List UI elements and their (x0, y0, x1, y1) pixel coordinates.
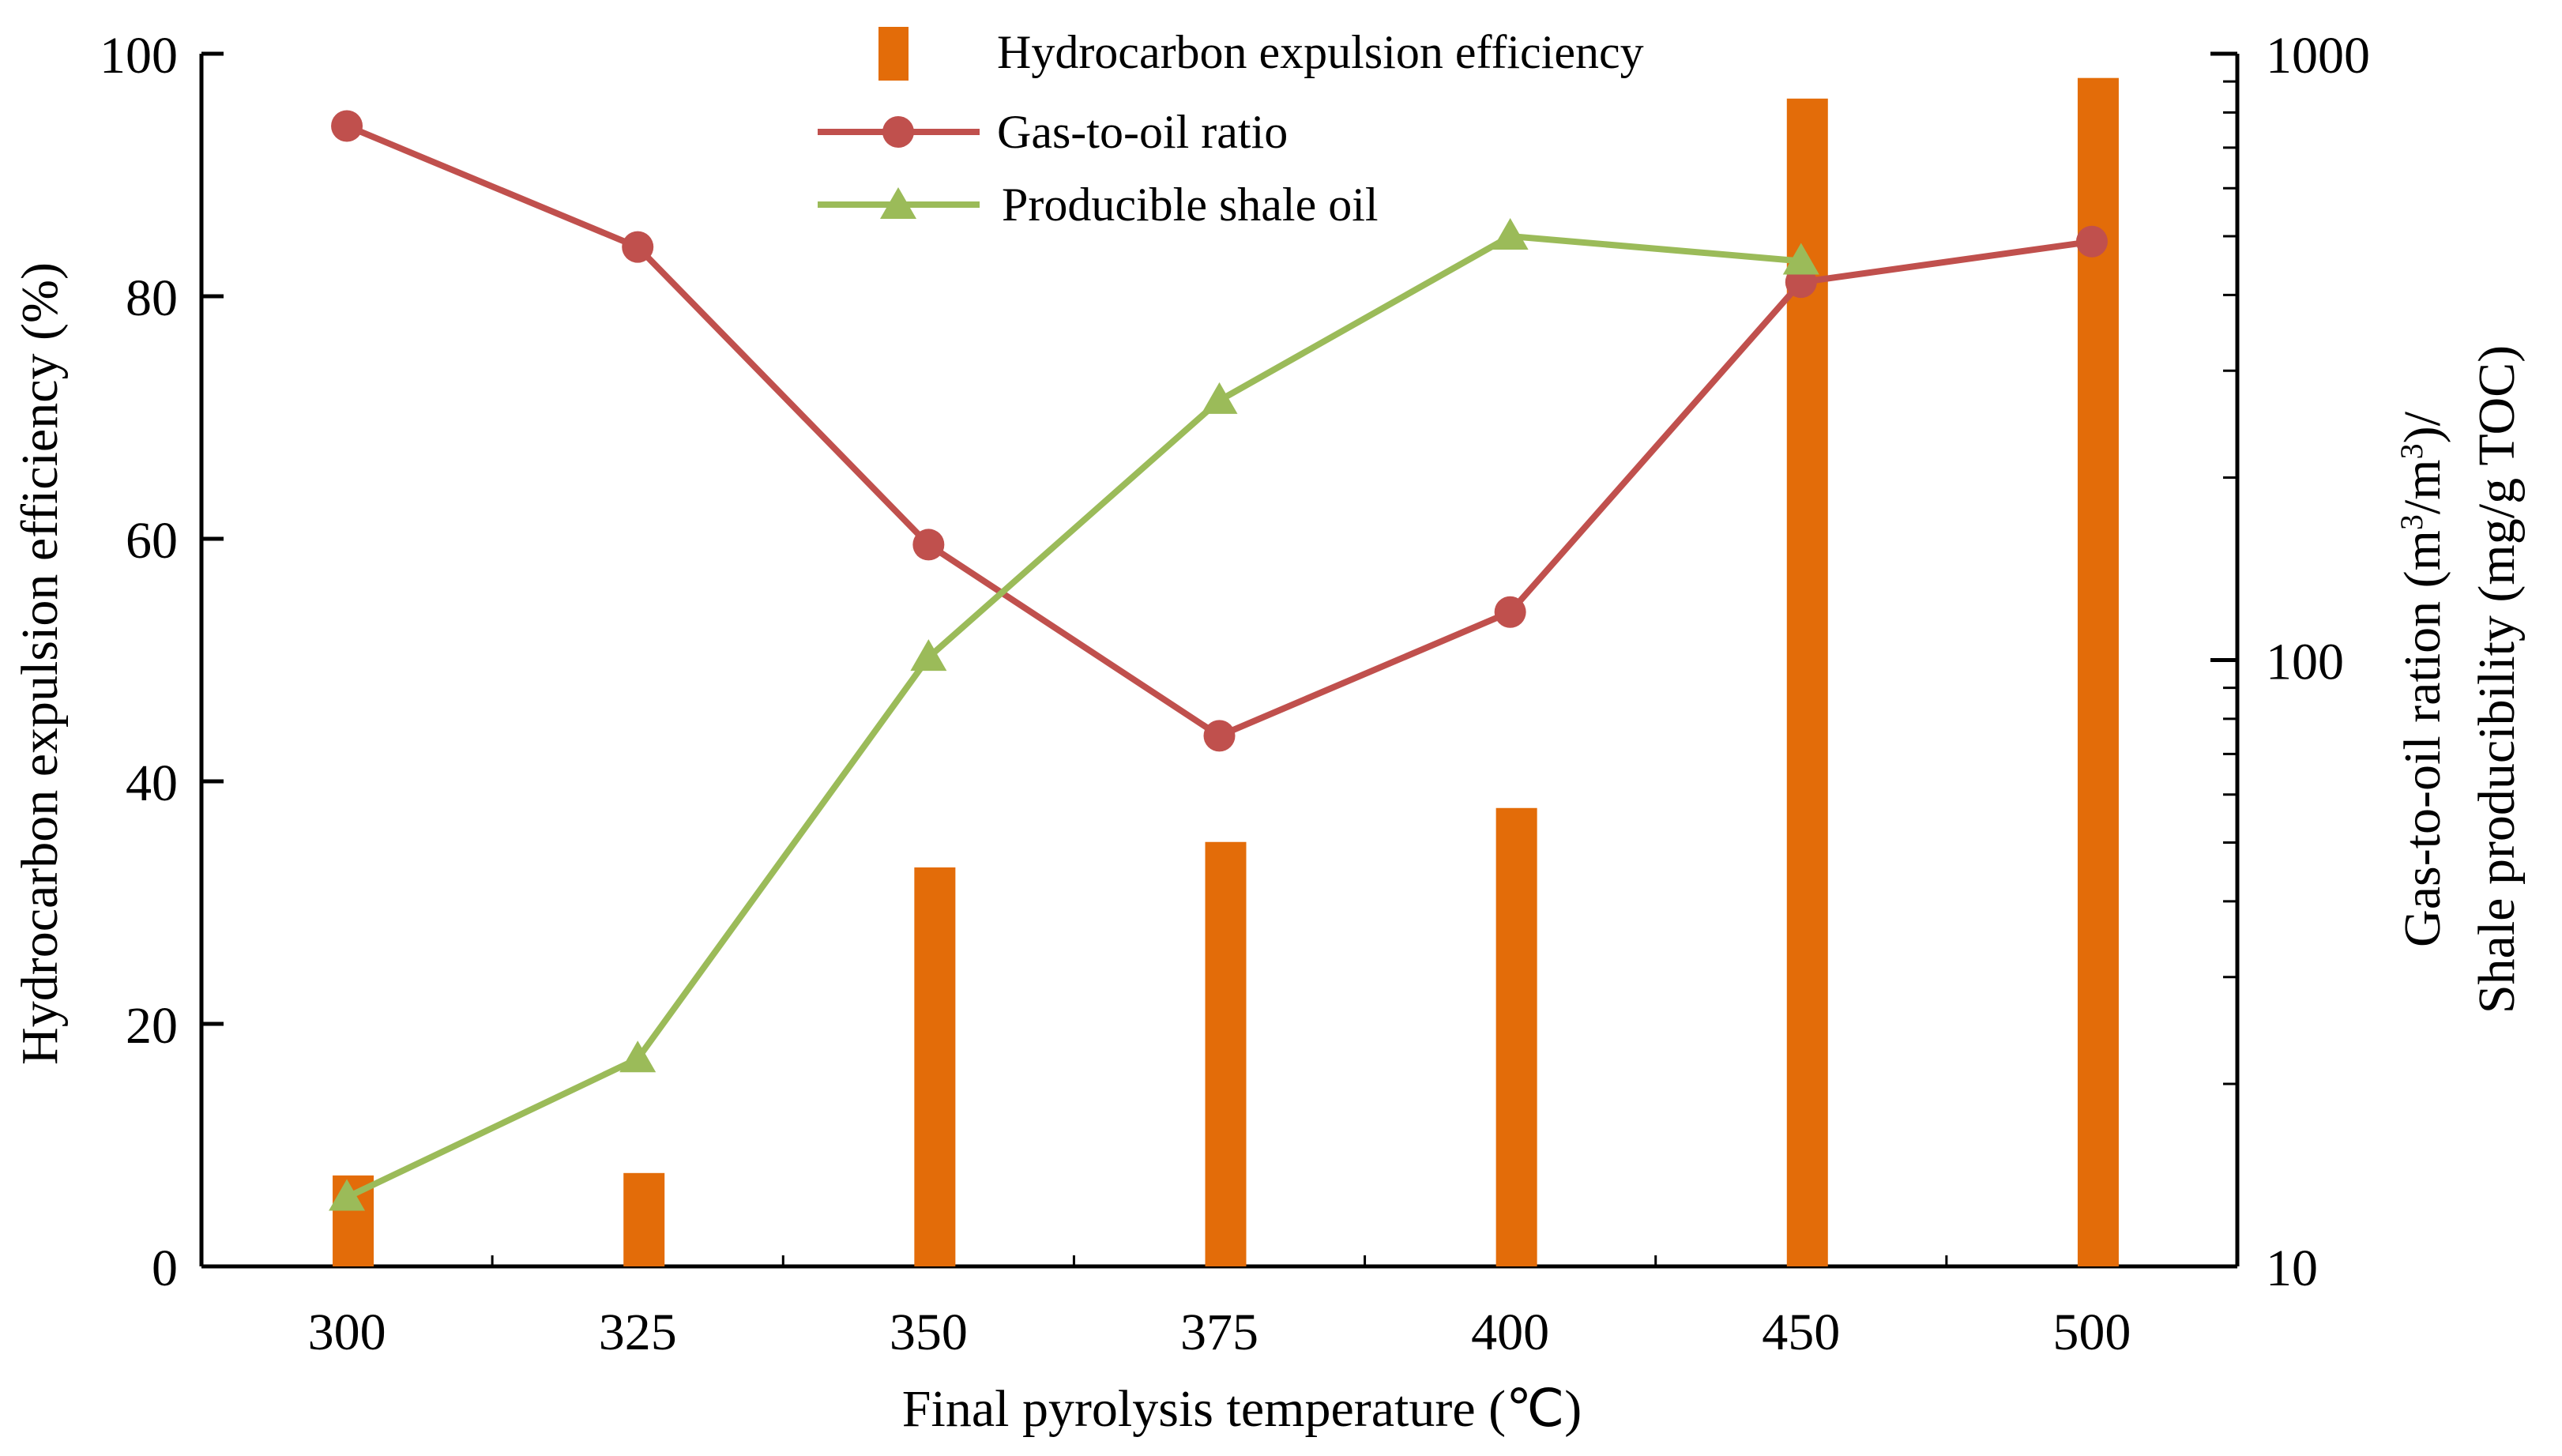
line-producible-shale-oil (345, 233, 1802, 1201)
point-gas-to-oil-ratio-500 (2075, 225, 2108, 258)
y-right-tick-label-10: 10 (2266, 1240, 2318, 1297)
point-producible-shale-oil-350 (910, 639, 947, 672)
y-axis-right-title-sup2: 3 (2394, 443, 2429, 459)
point-gas-to-oil-ratio-375 (1203, 720, 1236, 752)
point-gas-to-oil-ratio-350 (912, 529, 945, 561)
y-axis-right-title-sup1: 3 (2394, 514, 2429, 530)
x-tick-label-375: 375 (1180, 1304, 1258, 1361)
point-gas-to-oil-ratio-400 (1494, 596, 1526, 628)
y-axis-right-title-line1: Gas-to-oil ration (m3/m3)/ (2394, 411, 2452, 947)
bar-325 (623, 1172, 665, 1266)
y-left-tick-label-20: 20 (126, 997, 178, 1055)
legend-swatch-oil-marker (880, 187, 916, 219)
y-left-tick-label-100: 100 (100, 27, 178, 85)
series-lines (329, 110, 2108, 1211)
y-left-tick-label-60: 60 (126, 512, 178, 570)
x-tick-label-300: 300 (308, 1304, 386, 1361)
point-producible-shale-oil-375 (1201, 382, 1238, 414)
bar-375 (1205, 841, 1247, 1266)
bar-400 (1495, 807, 1537, 1266)
bar-500 (2077, 77, 2119, 1267)
legend-swatch-bar (878, 27, 909, 81)
bars (333, 77, 2119, 1267)
bar-350 (914, 867, 956, 1266)
legend-swatch-gor-marker (882, 116, 914, 148)
point-producible-shale-oil-450 (1782, 243, 1819, 275)
x-tick-label-400: 400 (1471, 1304, 1549, 1361)
point-producible-shale-oil-400 (1492, 218, 1529, 250)
point-producible-shale-oil-325 (619, 1040, 656, 1073)
x-tick-label-350: 350 (890, 1304, 968, 1361)
y-axis-right-title-line2: Shale producibility (mg/g TOC) (2468, 345, 2526, 1014)
legend: Hydrocarbon expulsion efficiency Gas-to-… (818, 26, 1644, 231)
y-left-tick-label-80: 80 (126, 269, 178, 327)
y-right-tick-label-100: 100 (2266, 634, 2344, 691)
point-producible-shale-oil-300 (329, 1179, 366, 1211)
x-tick-label-500: 500 (2052, 1304, 2131, 1361)
y-axis-right-title-part3: )/ (2394, 411, 2451, 443)
y-axis-left-title: Hydrocarbon expulsion efficiency (%) (11, 262, 69, 1065)
tick-labels: 0 20 40 60 80 100 10 100 1000 300 325 350 375 400 450 5… (100, 27, 2370, 1361)
y-axis-right-title-part2: /m (2394, 459, 2451, 514)
legend-label-expulsion: Hydrocarbon expulsion efficiency (997, 26, 1644, 78)
x-axis-title: Final pyrolysis temperature (℃) (902, 1380, 1582, 1438)
x-tick-label-450: 450 (1762, 1304, 1840, 1361)
y-right-tick-label-1000: 1000 (2266, 27, 2370, 85)
point-gas-to-oil-ratio-300 (331, 110, 363, 142)
legend-label-producible-oil: Producible shale oil (1002, 179, 1379, 231)
point-gas-to-oil-ratio-325 (622, 231, 654, 263)
x-tick-label-325: 325 (599, 1304, 677, 1361)
y-left-tick-label-40: 40 (126, 754, 178, 812)
y-left-tick-label-0: 0 (152, 1240, 178, 1297)
y-axis-right-title-part1: Gas-to-oil ration (m (2394, 530, 2451, 947)
legend-label-gas-to-oil: Gas-to-oil ratio (997, 106, 1288, 158)
